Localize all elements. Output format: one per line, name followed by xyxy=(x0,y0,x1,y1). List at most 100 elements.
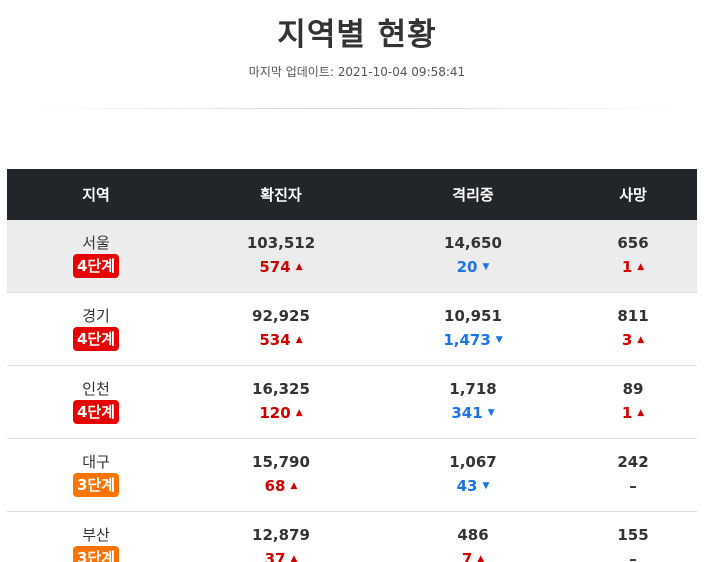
region-cell: 부산 3단계 xyxy=(7,512,185,562)
table-header: 지역 확진자 격리중 사망 xyxy=(7,169,697,220)
isolated-delta: 7 ▲ xyxy=(462,549,484,562)
deaths-delta: 3 ▲ xyxy=(622,330,644,350)
caret-up-icon: ▲ xyxy=(295,262,303,272)
table-row[interactable]: 대구 3단계 15,790 68 ▲ 1,067 43 ▼ 242 – xyxy=(7,439,697,512)
region-name: 인천 xyxy=(82,380,110,398)
isolated-value: 1,067 xyxy=(449,453,497,471)
caret-up-icon: ▲ xyxy=(637,262,645,272)
isolated-delta-value: 341 xyxy=(451,404,483,422)
isolated-cell: 14,650 20 ▼ xyxy=(377,220,569,292)
region-table: 지역 확진자 격리중 사망 서울 4단계 103,512 574 ▲ 14,650 20 ▼ 6… xyxy=(7,169,697,562)
region-cell: 경기 4단계 xyxy=(7,293,185,365)
caret-down-icon: ▼ xyxy=(487,408,495,418)
isolated-value: 1,718 xyxy=(449,380,497,398)
confirmed-delta-value: 534 xyxy=(259,331,291,349)
confirmed-delta: 120 ▲ xyxy=(259,403,302,423)
region-name: 대구 xyxy=(82,453,110,471)
deaths-delta: – xyxy=(629,549,637,562)
page-header: 지역별 현황 마지막 업데이트: 2021-10-04 09:58:41 xyxy=(0,0,714,80)
isolated-cell: 1,067 43 ▼ xyxy=(377,439,569,511)
deaths-delta-value: 3 xyxy=(621,331,633,349)
caret-down-icon: ▼ xyxy=(495,335,503,345)
caret-up-icon: ▲ xyxy=(637,335,645,345)
table-row[interactable]: 부산 3단계 12,879 37 ▲ 486 7 ▲ 155– xyxy=(7,512,697,562)
confirmed-delta-value: 68 xyxy=(264,477,286,495)
confirmed-value: 103,512 xyxy=(246,234,316,252)
deaths-value: 89 xyxy=(622,380,644,398)
deaths-cell: 242 – xyxy=(569,439,697,511)
deaths-cell: 89 1 ▲ xyxy=(569,366,697,438)
deaths-delta: – xyxy=(629,476,637,496)
confirmed-delta: 37 ▲ xyxy=(265,549,298,562)
column-header-isolated[interactable]: 격리중 xyxy=(452,186,494,204)
caret-up-icon: ▲ xyxy=(295,335,303,345)
page-title: 지역별 현황 xyxy=(277,17,437,53)
deaths-value: 155 xyxy=(617,526,649,544)
isolated-delta: 341 ▼ xyxy=(451,403,494,423)
confirmed-delta: 68 ▲ xyxy=(265,476,298,496)
caret-down-icon: ▼ xyxy=(482,481,490,491)
isolated-value: 14,650 xyxy=(444,234,502,252)
confirmed-value: 16,325 xyxy=(252,380,310,398)
confirmed-cell: 15,790 68 ▲ xyxy=(185,439,377,511)
deaths-value: 242 xyxy=(617,453,649,471)
confirmed-delta: 534 ▲ xyxy=(259,330,302,350)
confirmed-value: 15,790 xyxy=(252,453,310,471)
deaths-value: 656 xyxy=(617,234,649,252)
isolated-delta: 20 ▼ xyxy=(457,257,490,277)
caret-up-icon: ▲ xyxy=(637,408,645,418)
column-header-confirmed[interactable]: 확진자 xyxy=(260,186,302,204)
confirmed-cell: 103,512 574 ▲ xyxy=(185,220,377,292)
table-body: 서울 4단계 103,512 574 ▲ 14,650 20 ▼ 656 1 ▲ 경기 4단계 92,92… xyxy=(7,220,697,562)
region-cell: 대구 3단계 xyxy=(7,439,185,511)
region-cell: 서울 4단계 xyxy=(7,220,185,292)
deaths-delta: 1 ▲ xyxy=(622,257,644,277)
region-name: 경기 xyxy=(82,307,110,325)
header-divider xyxy=(28,108,686,109)
region-cell: 인천 4단계 xyxy=(7,366,185,438)
caret-up-icon: ▲ xyxy=(290,554,298,562)
last-updated-text: 마지막 업데이트: 2021-10-04 09:58:41 xyxy=(248,65,466,79)
isolated-cell: 1,718 341 ▼ xyxy=(377,366,569,438)
level-badge: 4단계 xyxy=(72,254,120,278)
level-badge: 3단계 xyxy=(72,473,120,497)
deaths-cell: 811 3 ▲ xyxy=(569,293,697,365)
confirmed-cell: 92,925 534 ▲ xyxy=(185,293,377,365)
confirmed-delta-value: 37 xyxy=(264,550,286,562)
confirmed-cell: 16,325 120 ▲ xyxy=(185,366,377,438)
caret-up-icon: ▲ xyxy=(290,481,298,491)
table-row[interactable]: 경기 4단계 92,925 534 ▲ 10,951 1,473 ▼ 811 3 ▲ xyxy=(7,293,697,366)
isolated-delta-value: 20 xyxy=(456,258,478,276)
confirmed-delta-value: 574 xyxy=(259,258,291,276)
column-header-region[interactable]: 지역 xyxy=(82,186,110,204)
deaths-cell: 155 – xyxy=(569,512,697,562)
deaths-value: 811 xyxy=(617,307,649,325)
deaths-delta: 1 ▲ xyxy=(622,403,644,423)
level-badge: 4단계 xyxy=(72,400,120,424)
region-name: 서울 xyxy=(82,234,110,252)
deaths-cell: 656 1 ▲ xyxy=(569,220,697,292)
isolated-delta-value: 43 xyxy=(456,477,478,495)
column-header-deaths[interactable]: 사망 xyxy=(619,186,647,204)
table-row[interactable]: 인천 4단계 16,325 120 ▲ 1,718 341 ▼ 89 1 ▲ xyxy=(7,366,697,439)
level-badge: 3단계 xyxy=(72,546,120,562)
confirmed-cell: 12,879 37 ▲ xyxy=(185,512,377,562)
confirmed-value: 12,879 xyxy=(252,526,310,544)
isolated-value: 486 xyxy=(457,526,489,544)
table-row[interactable]: 서울 4단계 103,512 574 ▲ 14,650 20 ▼ 656 1 ▲ xyxy=(7,220,697,293)
confirmed-delta: 574 ▲ xyxy=(259,257,302,277)
caret-up-icon: ▲ xyxy=(295,408,303,418)
isolated-delta: 1,473 ▼ xyxy=(443,330,502,350)
region-name: 부산 xyxy=(82,526,110,544)
isolated-delta: 43 ▼ xyxy=(457,476,490,496)
confirmed-value: 92,925 xyxy=(252,307,310,325)
caret-up-icon: ▲ xyxy=(477,554,485,562)
deaths-delta-value: 1 xyxy=(621,258,633,276)
deaths-delta-value: 1 xyxy=(621,404,633,422)
isolated-delta-value: 7 xyxy=(461,550,473,562)
deaths-delta-value: – xyxy=(629,477,637,495)
confirmed-delta-value: 120 xyxy=(259,404,291,422)
isolated-cell: 486 7 ▲ xyxy=(377,512,569,562)
isolated-value: 10,951 xyxy=(444,307,502,325)
